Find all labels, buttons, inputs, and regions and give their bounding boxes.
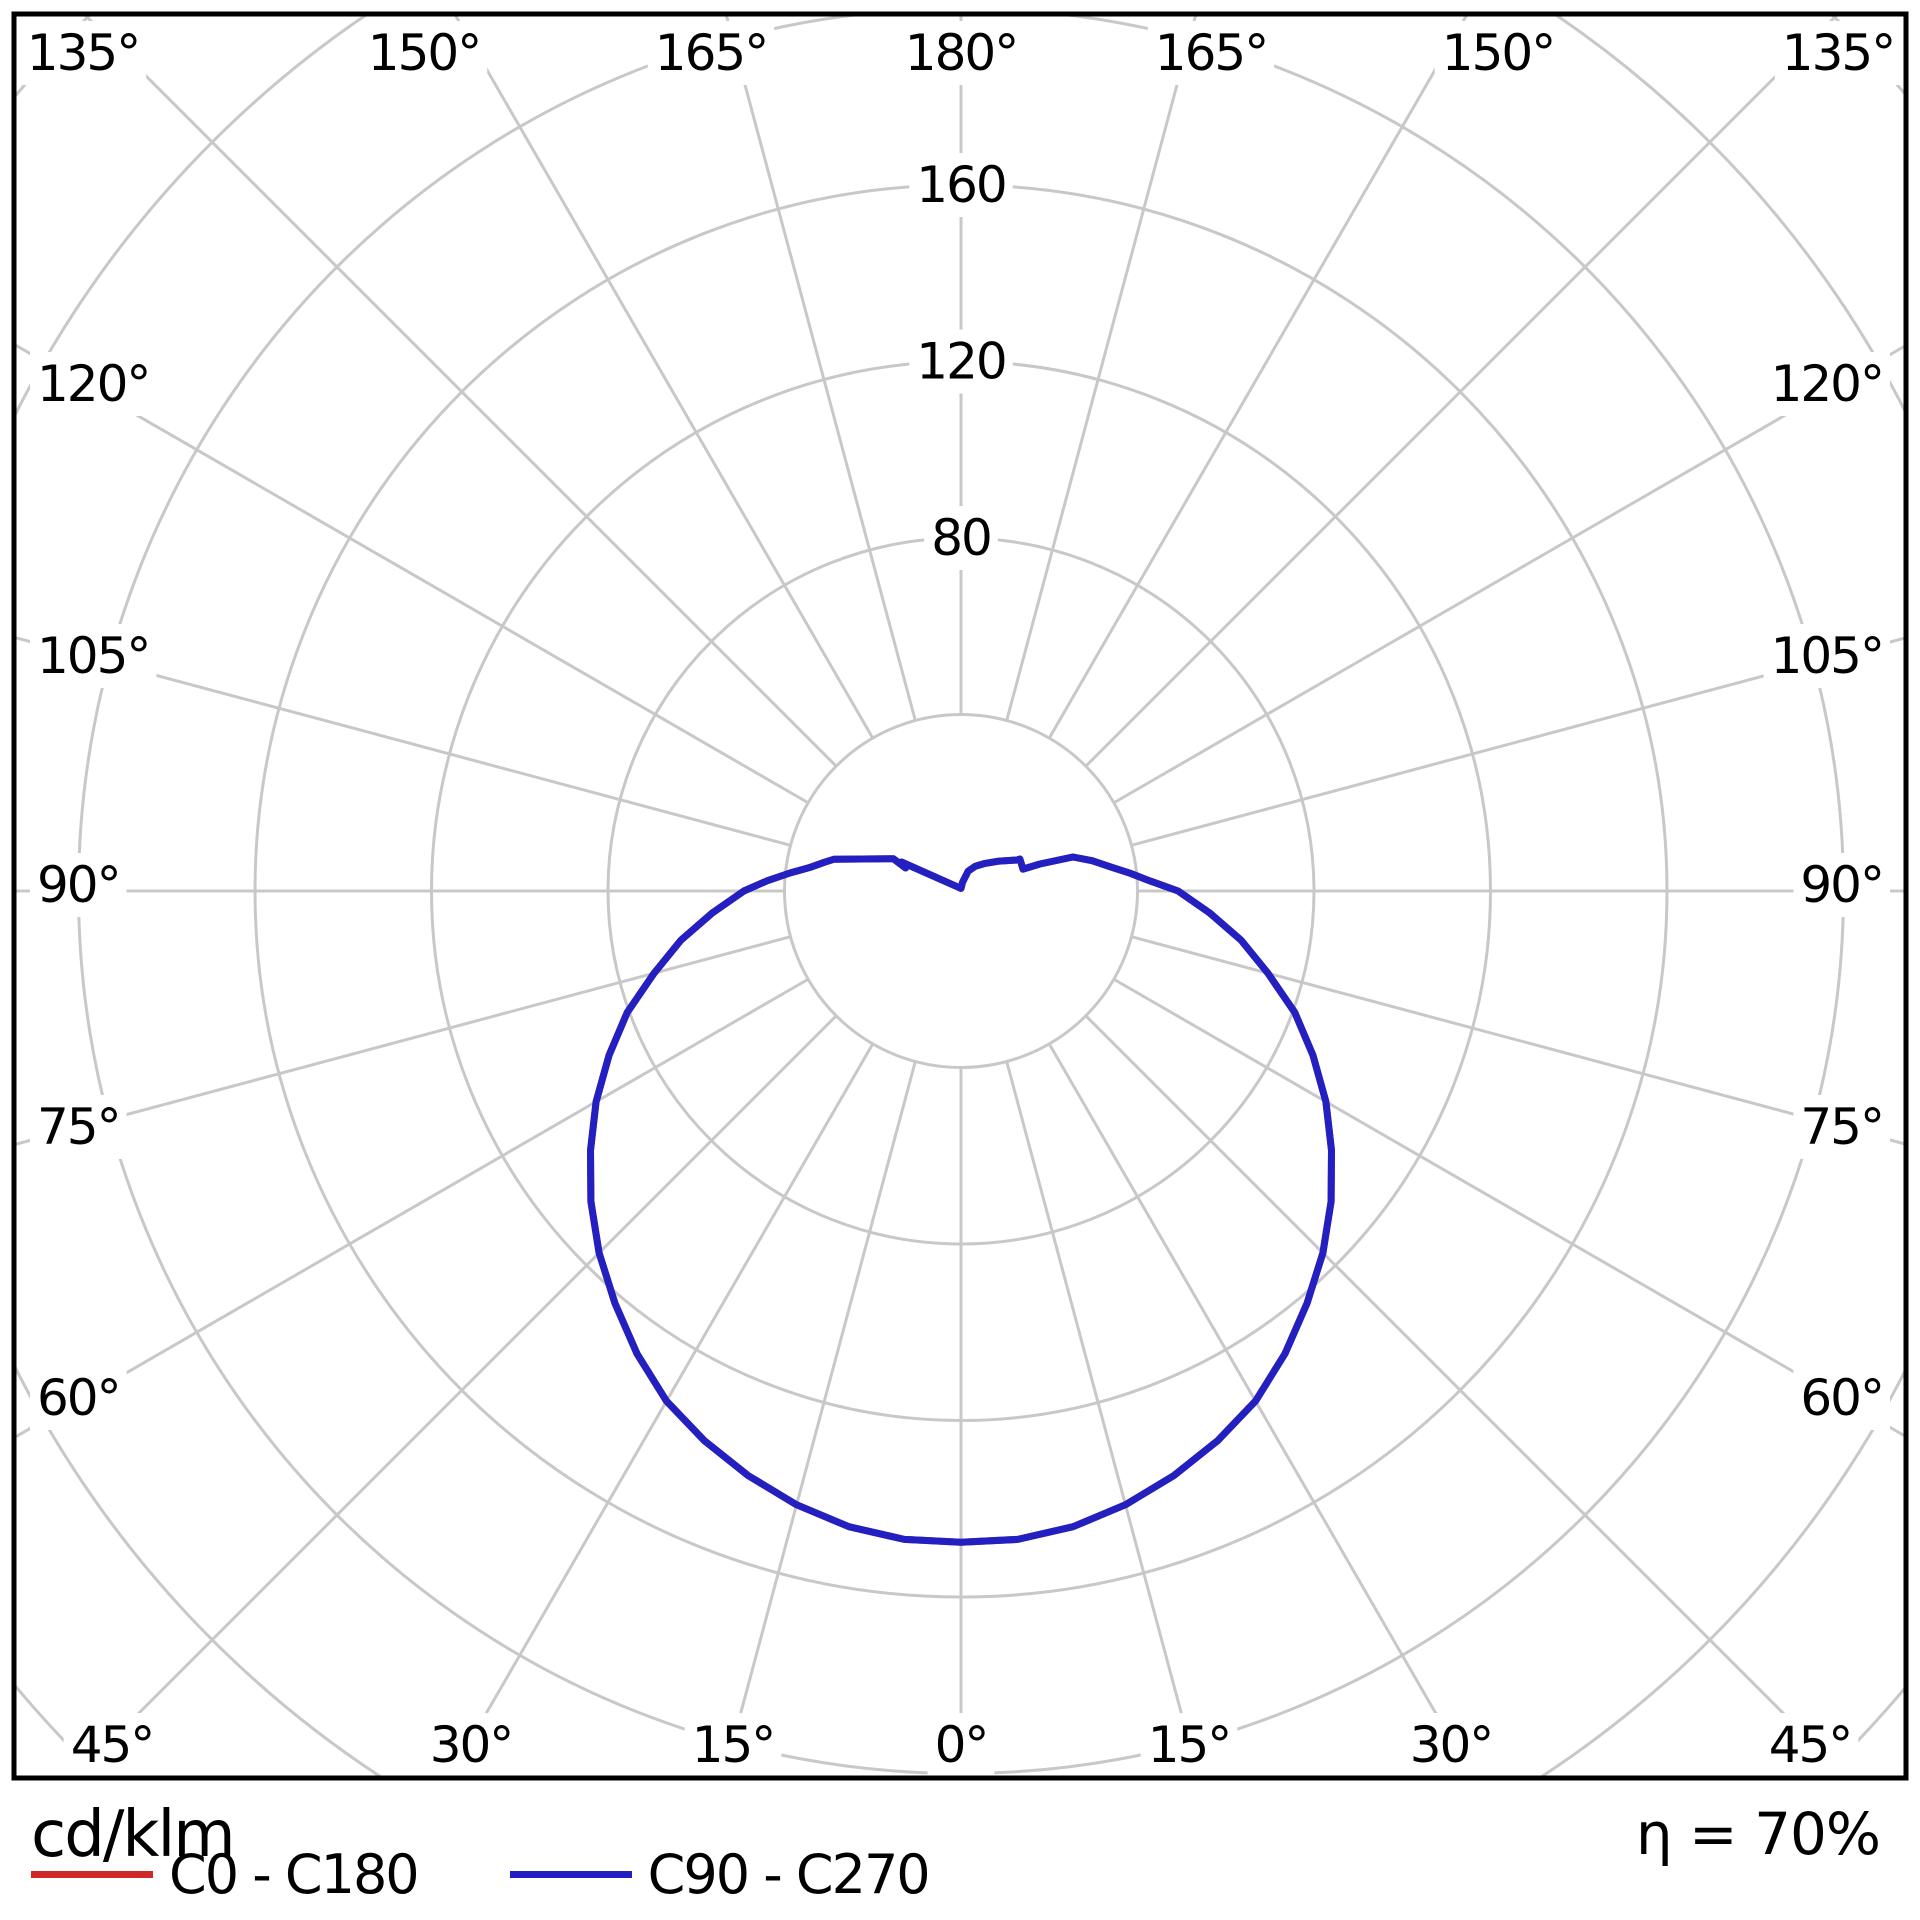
units-label: cd/klm — [31, 1798, 236, 1872]
angle-gridline-135 — [1084, 16, 1839, 768]
angle-label-left-3: 75° — [37, 1098, 120, 1156]
angle-label-top-0: 135° — [27, 24, 139, 82]
blue-series-line-icon — [509, 1870, 632, 1878]
angle-gridline-120 — [1113, 344, 1904, 805]
angle-label-bottom-2-bg — [684, 1713, 782, 1777]
angle-gridline-225 — [83, 16, 838, 768]
angle-label-top-2-bg — [647, 21, 775, 85]
legend-label-c0-c180: C0 - C180 — [169, 1842, 420, 1906]
angle-label-top-1-bg — [360, 21, 488, 85]
radial-tick-label-160-bg — [909, 153, 1013, 217]
angle-label-bottom-6: 45° — [1769, 1716, 1852, 1774]
angle-gridline-300 — [16, 977, 809, 1439]
angle-label-bottom-4-bg — [1140, 1713, 1238, 1777]
efficiency-label: η = 70% — [1635, 1800, 1881, 1868]
angle-label-bottom-5: 30° — [1410, 1716, 1493, 1774]
angle-gridline-60 — [1113, 977, 1904, 1438]
angle-label-right-1: 105° — [1771, 627, 1883, 685]
angle-label-right-4: 60° — [1800, 1369, 1883, 1427]
angle-label-left-2-bg — [30, 853, 127, 917]
angle-gridline-315 — [73, 1014, 838, 1776]
series-curve-c90-c270 — [587, 853, 1335, 1546]
angle-label-right-3-bg — [1793, 1095, 1890, 1159]
angle-label-top-5: 150° — [1442, 24, 1554, 82]
angle-label-top-5-bg — [1434, 21, 1562, 85]
angle-gridline-285 — [16, 935, 791, 1146]
angle-label-bottom-0: 45° — [71, 1716, 154, 1774]
angle-label-top-4-bg — [1147, 21, 1275, 85]
angle-label-bottom-3: 0° — [935, 1716, 988, 1774]
angle-label-bottom-5-bg — [1402, 1713, 1500, 1777]
angle-label-left-4: 60° — [37, 1369, 120, 1427]
radial-tick-label-160: 160 — [916, 156, 1005, 214]
plot-frame — [11, 11, 1909, 1781]
angle-label-top-6-bg — [1774, 21, 1902, 85]
legend-label-c90-c270: C90 - C270 — [647, 1842, 931, 1906]
legend-item-c0-c180: C0 - C180 — [31, 1842, 420, 1906]
angle-label-right-3: 75° — [1800, 1098, 1883, 1156]
angle-label-top-0-bg — [19, 21, 147, 85]
angle-gridline-75 — [1131, 935, 1904, 1146]
angle-label-right-1-bg — [1763, 624, 1890, 688]
angle-label-top-3-bg — [897, 21, 1025, 85]
angle-gridline-345 — [722, 1061, 917, 1776]
angle-gridline-45 — [1084, 1014, 1849, 1776]
radial-tick-label-80: 80 — [931, 509, 991, 567]
angle-gridline-30 — [1047, 1043, 1474, 1776]
angle-label-bottom-4: 15° — [1148, 1716, 1231, 1774]
angle-label-bottom-1-bg — [422, 1713, 520, 1777]
angle-label-left-2: 90° — [37, 856, 120, 914]
angle-label-top-4: 165° — [1155, 24, 1267, 82]
legend: C0 - C180 C90 - C270 — [31, 1843, 1021, 1906]
angle-label-right-0-bg — [1763, 352, 1890, 416]
legend-item-c90-c270: C90 - C270 — [509, 1842, 931, 1906]
angle-label-left-1-bg — [30, 624, 157, 688]
angle-label-bottom-3-bg — [927, 1713, 995, 1777]
angle-label-bottom-1: 30° — [430, 1716, 513, 1774]
angle-label-right-2: 90° — [1800, 856, 1883, 914]
angle-label-top-3: 180° — [905, 24, 1017, 82]
angle-label-left-1: 105° — [37, 627, 149, 685]
angle-label-top-2: 165° — [655, 24, 767, 82]
angle-gridline-150 — [1047, 16, 1468, 739]
angle-gridline-240 — [16, 343, 809, 805]
angle-label-bottom-2: 15° — [692, 1716, 775, 1774]
red-series-line-icon — [31, 1870, 153, 1878]
angle-label-right-2-bg — [1793, 853, 1890, 917]
angle-label-right-0: 120° — [1771, 355, 1883, 413]
angle-gridline-15 — [1005, 1061, 1200, 1776]
angle-gridline-330 — [448, 1043, 875, 1776]
angle-label-bottom-6-bg — [1761, 1713, 1859, 1777]
radial-tick-label-120: 120 — [916, 333, 1005, 391]
angle-label-right-4-bg — [1793, 1366, 1890, 1430]
angle-label-bottom-0-bg — [63, 1713, 161, 1777]
angle-label-left-0-bg — [30, 352, 157, 416]
angle-label-left-3-bg — [30, 1095, 127, 1159]
angle-label-left-0: 120° — [37, 355, 149, 413]
angle-label-left-4-bg — [30, 1366, 127, 1430]
radial-tick-label-120-bg — [909, 329, 1013, 394]
angle-label-top-6: 135° — [1782, 24, 1894, 82]
angle-label-top-1: 150° — [368, 24, 480, 82]
radial-tick-label-80-bg — [924, 506, 998, 570]
angle-gridline-210 — [454, 16, 875, 739]
